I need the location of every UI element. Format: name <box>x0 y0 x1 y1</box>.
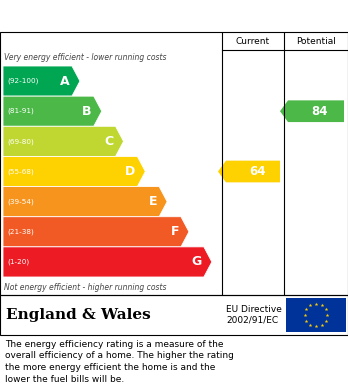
Text: (69-80): (69-80) <box>7 138 34 145</box>
Polygon shape <box>280 100 344 122</box>
Text: B: B <box>82 105 92 118</box>
Text: (21-38): (21-38) <box>7 228 34 235</box>
Polygon shape <box>3 187 167 217</box>
Text: (92-100): (92-100) <box>7 78 38 84</box>
Text: (1-20): (1-20) <box>7 259 29 265</box>
Text: Potential: Potential <box>296 36 336 45</box>
Polygon shape <box>3 156 145 187</box>
Text: G: G <box>192 255 202 269</box>
Text: D: D <box>125 165 135 178</box>
Polygon shape <box>218 161 280 182</box>
Text: Not energy efficient - higher running costs: Not energy efficient - higher running co… <box>4 283 166 292</box>
Text: England & Wales: England & Wales <box>6 308 151 322</box>
Polygon shape <box>3 217 189 247</box>
Text: Very energy efficient - lower running costs: Very energy efficient - lower running co… <box>4 52 166 61</box>
Text: E: E <box>149 195 157 208</box>
Text: Energy Efficiency Rating: Energy Efficiency Rating <box>7 9 198 23</box>
Text: F: F <box>171 225 179 238</box>
Text: The energy efficiency rating is a measure of the
overall efficiency of a home. T: The energy efficiency rating is a measur… <box>5 340 234 384</box>
Text: (39-54): (39-54) <box>7 198 34 205</box>
Text: EU Directive
2002/91/EC: EU Directive 2002/91/EC <box>226 305 282 325</box>
Text: (55-68): (55-68) <box>7 168 34 175</box>
Text: C: C <box>104 135 113 148</box>
Text: 64: 64 <box>249 165 265 178</box>
Polygon shape <box>3 126 124 156</box>
Bar <box>286 298 346 332</box>
Text: 84: 84 <box>312 105 328 118</box>
Polygon shape <box>3 66 80 96</box>
Text: (81-91): (81-91) <box>7 108 34 115</box>
Polygon shape <box>3 247 212 277</box>
Polygon shape <box>3 96 102 126</box>
Text: A: A <box>60 75 70 88</box>
Text: Current: Current <box>236 36 270 45</box>
